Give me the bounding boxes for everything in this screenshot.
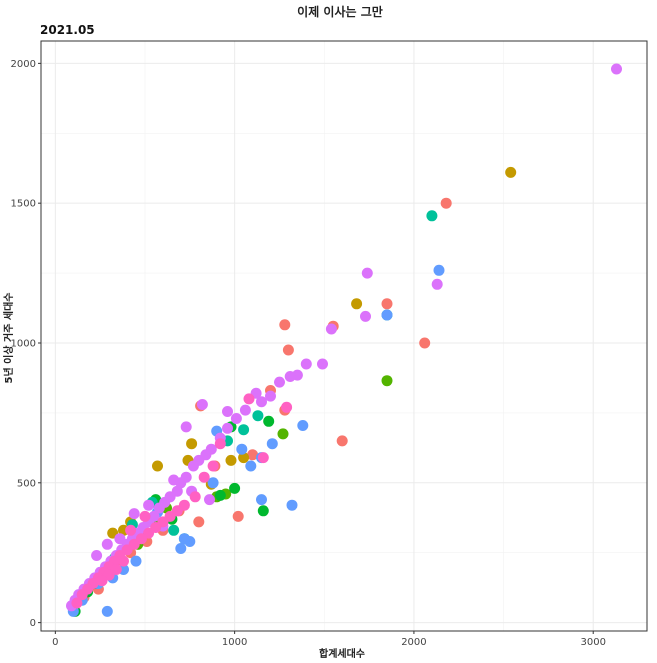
data-point: [351, 298, 363, 310]
data-point: [431, 278, 443, 290]
data-point: [238, 424, 250, 436]
y-tick-label: 2000: [11, 59, 36, 70]
data-point: [325, 323, 337, 335]
plot-border: [40, 40, 648, 632]
x-tick-label: 1000: [222, 637, 247, 648]
data-point: [180, 421, 192, 433]
y-tick-label: 500: [17, 478, 36, 489]
data-point: [282, 344, 294, 356]
data-point: [317, 358, 328, 370]
data-point: [196, 399, 208, 410]
data-point: [243, 393, 255, 405]
data-point: [96, 575, 108, 587]
y-tick-label: 1500: [11, 199, 36, 210]
data-point: [222, 422, 233, 434]
data-point: [214, 438, 226, 450]
data-point: [257, 505, 269, 517]
data-point: [236, 443, 248, 455]
data-point: [186, 438, 198, 450]
y-tick-label: 1000: [11, 338, 36, 349]
x-axis: 0 1000 2000 3000: [52, 631, 606, 648]
data-point: [178, 533, 190, 545]
data-point: [187, 460, 199, 472]
data-point: [143, 499, 155, 511]
y-axis: 0 500 1000 1500 2000: [11, 59, 41, 629]
x-tick-label: 2000: [401, 637, 426, 648]
data-point: [214, 489, 226, 501]
data-point: [168, 474, 180, 486]
data-point: [76, 589, 88, 601]
data-point: [247, 449, 259, 461]
data-point: [360, 310, 371, 322]
data-point: [336, 435, 348, 447]
data-point: [153, 502, 165, 514]
data-point: [101, 538, 113, 550]
data-point: [284, 371, 296, 382]
x-axis-title: 합계세대수: [319, 647, 365, 660]
data-point: [101, 605, 113, 617]
data-point: [381, 375, 393, 387]
data-point: [265, 390, 276, 402]
data-point: [118, 555, 129, 567]
data-point: [225, 454, 237, 466]
y-axis-title: 5년 이상 거주 세대수: [2, 292, 15, 383]
data-point: [239, 404, 251, 416]
data-point: [207, 460, 219, 472]
plot-panel: [40, 40, 648, 632]
data-point: [286, 499, 298, 511]
chart-title: 이제 이사는 그만: [297, 4, 383, 19]
major-gridlines: [41, 41, 647, 631]
data-point: [257, 452, 269, 464]
data-point: [189, 491, 201, 503]
data-point: [361, 267, 373, 279]
data-point: [274, 376, 285, 388]
data-point: [277, 428, 289, 440]
data-point: [91, 550, 103, 561]
data-point: [300, 358, 312, 370]
data-point: [440, 197, 452, 209]
data-point: [193, 516, 205, 528]
minor-gridlines: [41, 41, 647, 631]
data-point: [266, 438, 278, 450]
data-point: [204, 494, 215, 506]
data-point: [207, 477, 219, 489]
data-point: [230, 413, 242, 424]
data-point: [419, 337, 431, 349]
data-point: [139, 510, 151, 522]
data-point: [297, 420, 309, 431]
data-point: [505, 166, 517, 178]
data-point: [229, 482, 241, 494]
data-point: [263, 415, 275, 427]
x-tick-label: 3000: [580, 637, 605, 648]
data-point: [381, 298, 393, 310]
data-point: [128, 508, 140, 520]
data-point: [279, 319, 291, 331]
data-point: [125, 524, 137, 536]
data-point: [114, 533, 126, 545]
data-point: [175, 543, 187, 554]
data-point: [426, 210, 438, 222]
data-point: [252, 410, 264, 422]
data-point: [256, 396, 267, 408]
x-tick-label: 0: [52, 637, 58, 648]
data-point: [381, 309, 393, 321]
point-series: [71, 393, 293, 609]
data-point: [152, 460, 163, 472]
data-point: [222, 406, 233, 417]
data-point: [611, 63, 622, 75]
data-point: [71, 597, 83, 609]
data-point: [198, 471, 210, 483]
data-point: [245, 460, 257, 472]
data-point: [168, 524, 180, 536]
data-point: [130, 555, 142, 567]
data-point: [433, 264, 445, 276]
data-point: [238, 452, 250, 464]
data-point: [281, 401, 293, 413]
data-point: [256, 494, 267, 506]
chart-subtitle: 2021.05: [40, 23, 95, 37]
data-points: [66, 63, 622, 617]
y-tick-label: 0: [30, 618, 36, 629]
data-point: [232, 510, 244, 522]
